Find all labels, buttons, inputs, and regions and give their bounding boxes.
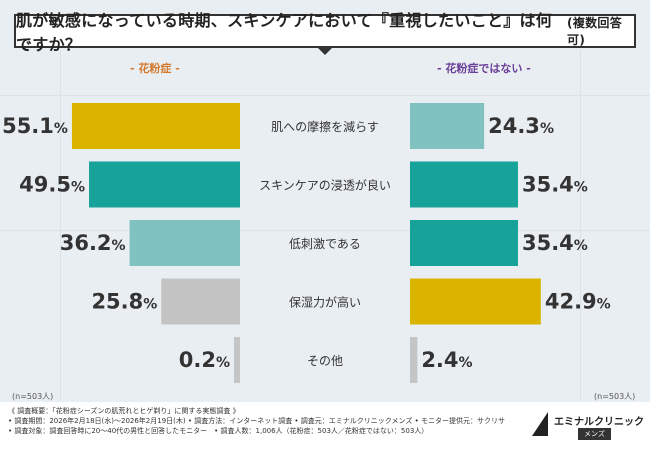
sample-size-right: (n=503人) — [594, 392, 636, 401]
value-label-left-1: 49.5% — [19, 173, 85, 197]
survey-note-title: 《 調査概要：「花粉症シーズンの肌荒れとヒゲ剃り」に関する実態調査 》 — [8, 407, 240, 415]
bar-right-2 — [410, 220, 518, 266]
brand-logo-sub: メンズ — [578, 428, 611, 440]
bar-right-3 — [410, 278, 541, 325]
brand-logo-name: エミナルクリニック — [554, 417, 644, 428]
bar-left-0 — [71, 103, 240, 149]
bar-left-4 — [234, 337, 240, 383]
chart-title: 肌が敏感になっている時期、スキンケアにおいて『重視したいこと』は何ですか？ (複… — [14, 11, 636, 54]
value-label-left-0: 55.1% — [2, 114, 68, 138]
value-label-left-4: 0.2% — [179, 348, 230, 372]
bar-left-2 — [129, 220, 240, 266]
survey-note-period: • 調査期間：2026年2月18日(水)～2026年2月19日(木) • 調査方… — [8, 417, 505, 425]
value-label-left-2: 36.2% — [60, 231, 126, 255]
bar-left-1 — [89, 161, 241, 208]
value-label-right-2: 35.4% — [522, 231, 588, 255]
value-label-right-1: 35.4% — [522, 173, 588, 197]
category-label-0: 肌への摩擦を減らす — [271, 119, 379, 134]
bar-left-3 — [161, 278, 240, 325]
segment-label-right: - 花粉症ではない - — [437, 62, 531, 75]
segment-label-left: - 花粉症 - — [130, 62, 180, 75]
category-label-3: 保湿力が高い — [289, 295, 361, 310]
value-label-right-3: 42.9% — [545, 290, 611, 314]
category-label-4: その他 — [307, 354, 343, 368]
value-label-right-4: 2.4% — [421, 348, 472, 372]
bar-right-4 — [410, 337, 418, 383]
sample-size-left: (n=503人) — [12, 392, 54, 401]
chart-title-sub: (複数回答可) — [567, 16, 623, 47]
chart-title-main: 肌が敏感になっている時期、スキンケアにおいて『重視したいこと』は何ですか？ — [16, 11, 553, 54]
bar-right-0 — [410, 103, 485, 149]
bar-right-1 — [410, 161, 518, 208]
category-label-1: スキンケアの浸透が良い — [259, 178, 391, 193]
brand-logo-mark — [532, 412, 548, 436]
category-label-2: 低刺激である — [289, 237, 361, 251]
value-label-left-3: 25.8% — [91, 290, 157, 314]
survey-note-target: • 調査対象：調査回答時に20～40代の男性と回答したモニター • 調査人数：1… — [8, 427, 429, 435]
title-pointer — [317, 47, 333, 55]
brand-logo: エミナルクリニック メンズ — [532, 410, 644, 442]
value-label-right-0: 24.3% — [488, 114, 554, 138]
survey-notes: 《 調査概要：「花粉症シーズンの肌荒れとヒゲ剃り」に関する実態調査 》 • 調査… — [8, 406, 505, 436]
